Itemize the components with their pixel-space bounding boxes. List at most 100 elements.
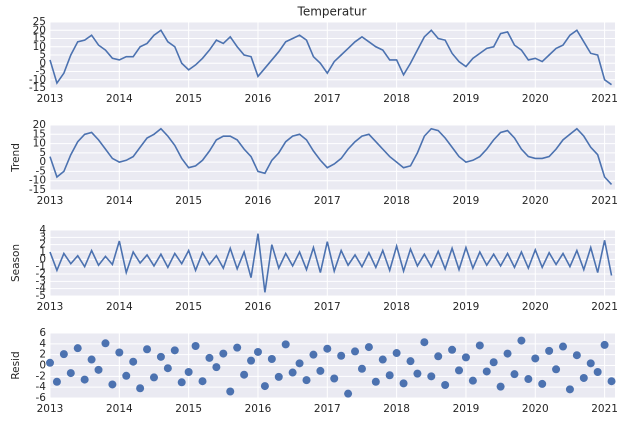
resid-point — [510, 370, 519, 379]
resid-point — [538, 379, 547, 388]
x-tick-label: 2013 — [37, 195, 64, 207]
resid-point — [129, 357, 138, 366]
x-tick-label: 2021 — [591, 93, 618, 105]
x-tick-label: 2020 — [522, 301, 549, 313]
y-tick-label: 3 — [39, 231, 46, 243]
resid-point — [136, 384, 145, 393]
resid-point — [233, 343, 242, 352]
resid-point — [94, 365, 103, 374]
resid-point — [572, 351, 581, 360]
y-tick-label: -15 — [29, 82, 46, 94]
resid-point — [420, 338, 429, 347]
resid-point — [371, 377, 380, 386]
y-tick-label: 1 — [39, 246, 46, 258]
resid-point — [212, 363, 221, 372]
y-tick-label: -5 — [36, 66, 46, 78]
resid-point — [288, 368, 297, 377]
y-tick-label: 0 — [39, 253, 46, 265]
x-tick-label: 2021 — [591, 403, 618, 415]
x-tick-label: 2015 — [175, 403, 202, 415]
x-tick-label: 2019 — [453, 301, 480, 313]
x-tick-label: 2020 — [522, 93, 549, 105]
x-tick-label: 2014 — [106, 301, 133, 313]
resid-point — [378, 355, 387, 364]
y-tick-label: -4 — [36, 381, 47, 393]
plot-background — [50, 125, 615, 190]
resid-point — [357, 364, 366, 373]
chart-title: Temperatur — [297, 5, 367, 19]
resid-point — [59, 350, 68, 359]
resid-point — [545, 346, 554, 355]
resid-point — [80, 375, 89, 384]
x-tick-label: 2014 — [106, 195, 133, 207]
y-tick-label: 4 — [39, 224, 46, 236]
x-tick-label: 2013 — [37, 301, 64, 313]
x-tick-label: 2017 — [314, 93, 341, 105]
resid-point — [295, 359, 304, 368]
y-tick-label: 20 — [33, 119, 46, 131]
resid-point — [281, 340, 290, 349]
x-tick-label: 2017 — [314, 195, 341, 207]
resid-point — [524, 375, 533, 384]
resid-point — [323, 344, 332, 353]
resid-point — [226, 387, 235, 396]
resid-point — [52, 377, 61, 386]
resid-point — [108, 380, 117, 389]
resid-point — [552, 365, 561, 374]
resid-point — [344, 389, 353, 398]
x-tick-label: 2021 — [591, 301, 618, 313]
x-tick-label: 2013 — [37, 93, 64, 105]
resid-point — [73, 344, 82, 353]
resid-point — [156, 352, 165, 361]
resid-point — [163, 364, 172, 373]
x-tick-label: 2020 — [522, 195, 549, 207]
y-tick-label: -2 — [36, 268, 46, 280]
resid-point — [441, 381, 450, 389]
y-tick-label: -5 — [36, 165, 46, 177]
y-tick-label: -4 — [36, 283, 47, 295]
y-axis-label: Resid — [10, 351, 22, 379]
resid-point — [434, 352, 443, 361]
x-tick-label: 2016 — [245, 195, 272, 207]
x-tick-label: 2018 — [383, 301, 410, 313]
x-tick-label: 2016 — [245, 93, 272, 105]
resid-point — [496, 382, 505, 391]
resid-point — [198, 377, 207, 386]
series-line — [49, 233, 613, 293]
resid-point — [482, 367, 491, 376]
x-tick-label: 2020 — [522, 403, 549, 415]
resid-point — [468, 376, 477, 385]
resid-point — [267, 355, 276, 363]
resid-point — [219, 349, 228, 358]
y-tick-label: -2 — [36, 370, 46, 382]
resid-point — [399, 379, 408, 388]
y-tick-label: 10 — [33, 138, 46, 150]
resid-point — [392, 349, 401, 358]
x-tick-label: 2014 — [106, 403, 133, 415]
resid-point — [205, 353, 214, 362]
y-tick-label: 10 — [33, 41, 46, 53]
y-tick-label: -15 — [29, 184, 46, 196]
y-axis-label: Trend — [10, 143, 22, 173]
y-tick-label: -6 — [36, 392, 47, 404]
x-tick-label: 2015 — [175, 93, 202, 105]
resid-point — [184, 368, 193, 376]
y-tick-label: 20 — [33, 24, 46, 36]
x-tick-label: 2013 — [37, 403, 64, 415]
x-tick-label: 2018 — [383, 93, 410, 105]
x-tick-label: 2015 — [175, 195, 202, 207]
y-tick-label: 0 — [39, 360, 46, 372]
y-tick-label: 2 — [39, 239, 46, 251]
y-tick-label: 0 — [39, 57, 46, 69]
y-tick-label: 0 — [39, 156, 46, 168]
resid-point — [413, 369, 422, 378]
resid-point — [177, 378, 186, 387]
resid-point — [448, 345, 457, 354]
series-line — [49, 29, 612, 86]
resid-point — [385, 371, 394, 380]
resid-point — [247, 356, 256, 365]
resid-point — [427, 372, 436, 381]
y-tick-label: 15 — [33, 33, 46, 45]
x-tick-label: 2021 — [591, 195, 618, 207]
